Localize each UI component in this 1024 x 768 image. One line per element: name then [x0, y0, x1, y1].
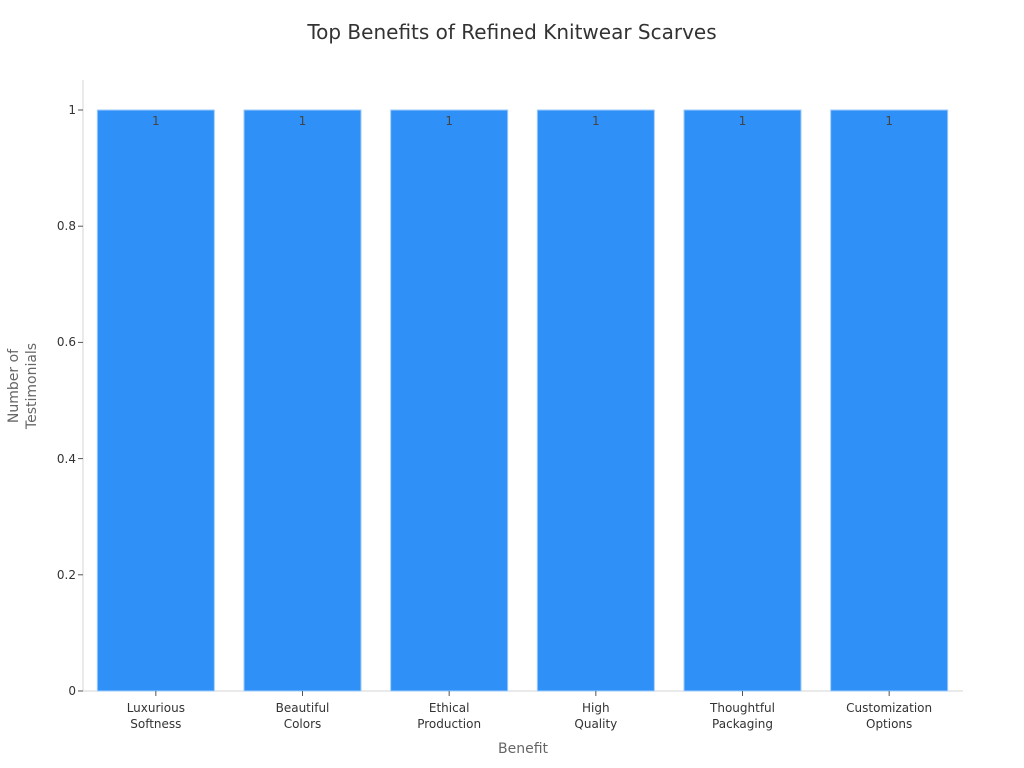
- chart-title: Top Benefits of Refined Knitwear Scarves: [307, 20, 717, 44]
- y-tick-label: 0.2: [56, 567, 76, 582]
- y-tick-label: 1: [68, 103, 76, 117]
- x-tick-label: Beautiful Colors: [275, 701, 330, 731]
- y-tick-label: 0: [68, 684, 76, 698]
- x-tick-label: Ethical Production: [417, 701, 482, 731]
- x-axis-label: Benefit: [497, 741, 548, 757]
- x-tick-label: Thoughtful Packaging: [710, 701, 775, 731]
- data-label: 1: [445, 114, 453, 128]
- data-label: 1: [152, 114, 160, 128]
- x-tick-label: Customization Options: [846, 701, 933, 731]
- data-label: 1: [298, 114, 307, 128]
- bar: [830, 109, 949, 692]
- y-axis-label: Number of Testimonials: [5, 343, 41, 429]
- bar: [243, 109, 362, 692]
- data-label: 1: [592, 114, 600, 128]
- y-axis-label-line: Number of: [6, 348, 22, 424]
- y-axis-label-line: Testimonials: [24, 342, 40, 430]
- bar: [683, 109, 802, 692]
- data-label: 1: [885, 114, 893, 128]
- x-tick-label: Luxurious Softness: [126, 701, 185, 731]
- x-tick-label: High Quality: [574, 701, 618, 731]
- bar: [390, 109, 509, 692]
- y-tick-label: 0.8: [56, 219, 76, 234]
- y-tick-label: 0.4: [56, 451, 76, 466]
- bar: [96, 109, 215, 692]
- y-tick-label: 0.6: [56, 335, 76, 350]
- bar: [536, 109, 655, 692]
- data-label: 1: [738, 114, 747, 128]
